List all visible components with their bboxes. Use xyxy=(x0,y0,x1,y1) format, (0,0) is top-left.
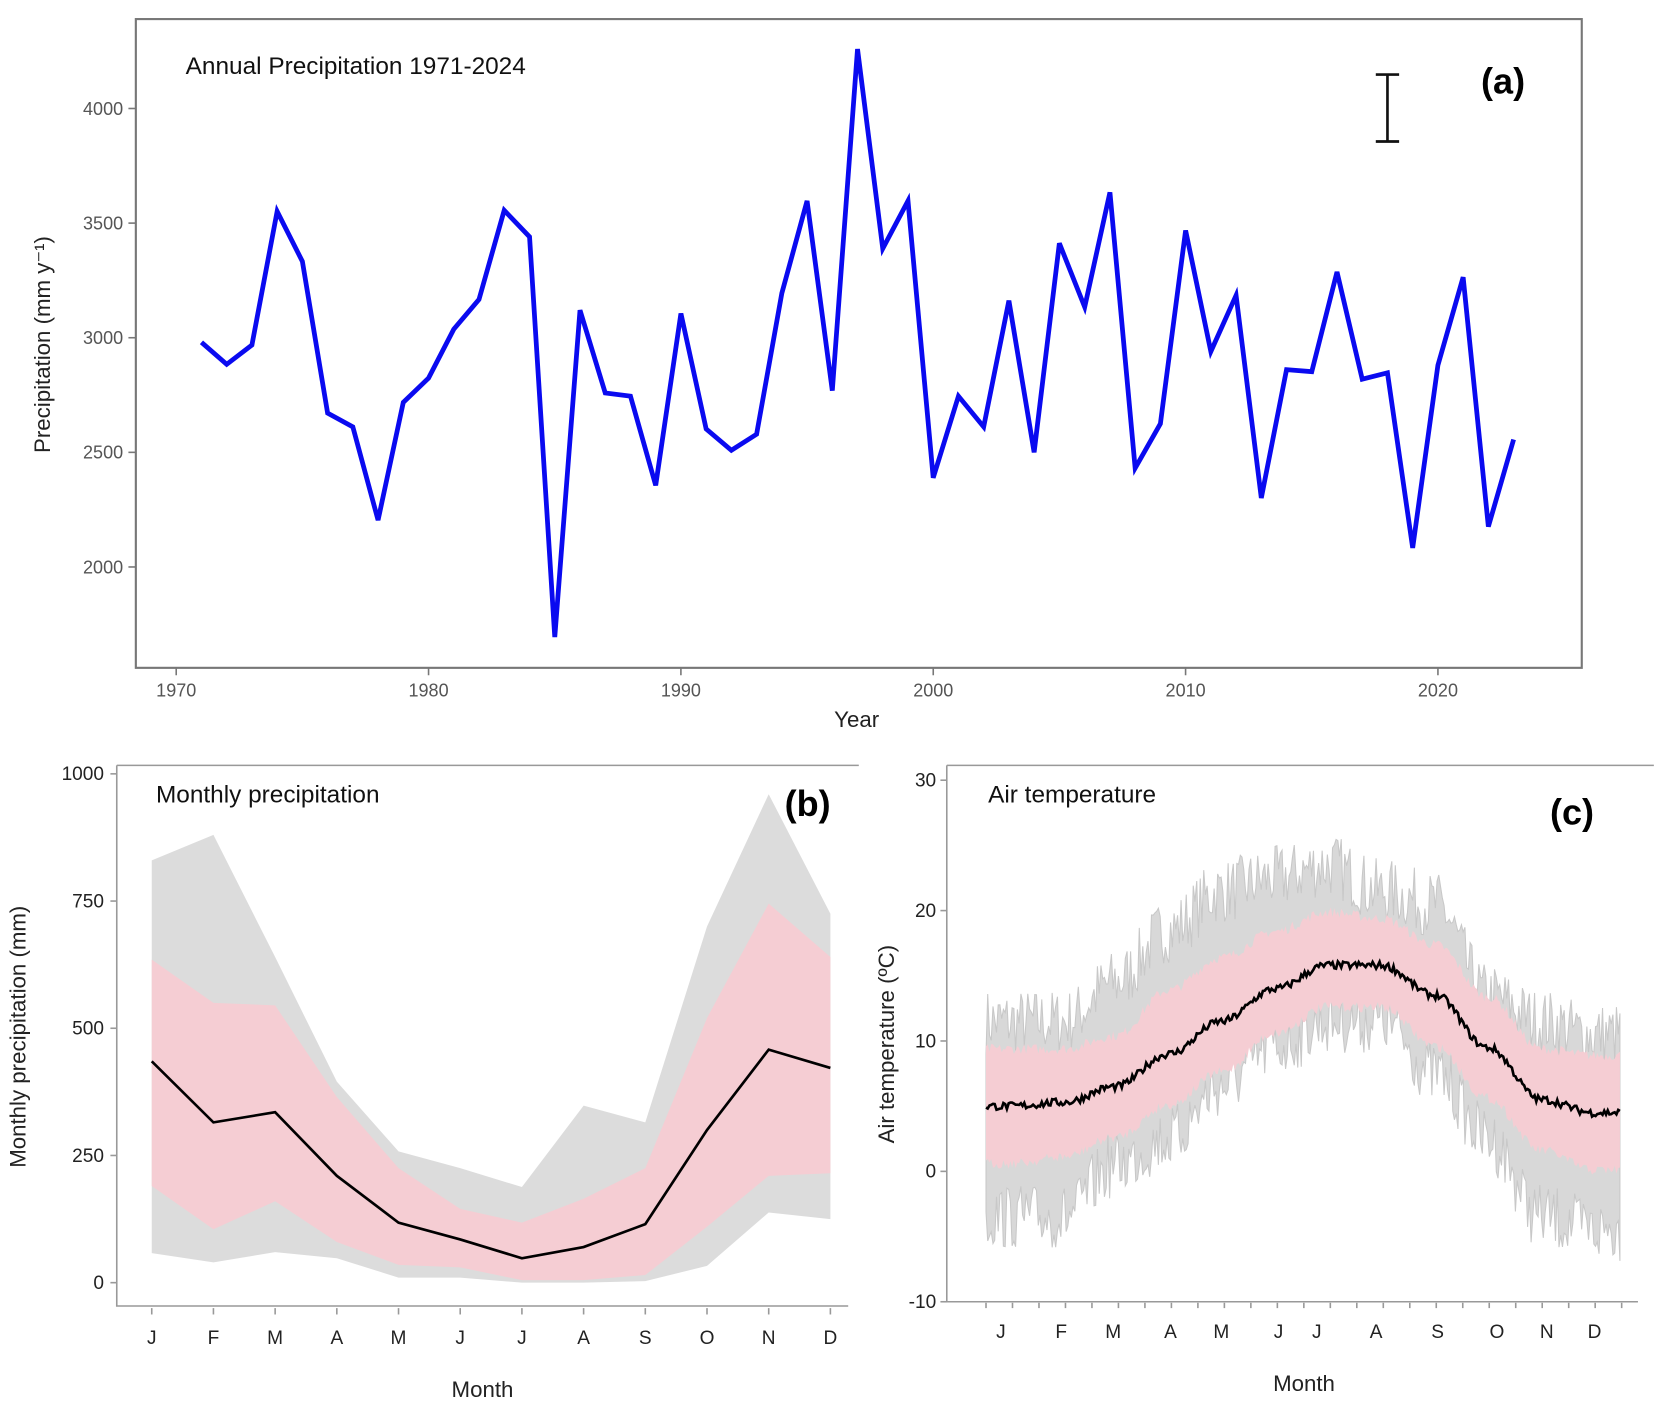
x-tick-label: A xyxy=(577,1328,590,1349)
y-tick-label: 2500 xyxy=(83,443,123,463)
panel-c: -10 0 10 20 30 J F M A M J J A S O N D Air temperature (… xyxy=(874,764,1654,1396)
x-tick-label: 1990 xyxy=(661,680,701,700)
y-tick-label: 3000 xyxy=(83,328,123,348)
x-tick-label: 1980 xyxy=(409,680,449,700)
panel-b-label: (b) xyxy=(785,783,831,824)
panel-c-ylabel: Air temperature (ºC) xyxy=(874,945,899,1144)
y-tick-label: 20 xyxy=(915,901,936,922)
x-tick-label: J xyxy=(147,1328,157,1349)
envelope-area xyxy=(985,838,1621,1261)
x-tick-label: M xyxy=(267,1328,283,1349)
panel-a-title: Annual Precipitation 1971-2024 xyxy=(186,53,526,80)
y-tick-label: 2000 xyxy=(83,557,123,577)
band-area xyxy=(151,903,831,1281)
y-tick-label: 0 xyxy=(93,1273,104,1294)
panel-c-title: Air temperature xyxy=(988,781,1156,808)
x-tick-label: D xyxy=(824,1328,838,1349)
band-area xyxy=(986,907,1620,1175)
x-tick-label: J xyxy=(455,1328,465,1349)
panel-c-xlabel: Month xyxy=(1273,1371,1335,1396)
y-tick-label: 10 xyxy=(915,1031,936,1052)
y-tick-label: 30 xyxy=(915,771,936,792)
mean-line xyxy=(985,958,1621,1119)
panel-a: 2000 2500 3000 3500 4000 1970 1980 1990 2000 2010… xyxy=(30,18,1583,732)
x-tick-label: D xyxy=(1588,1322,1602,1343)
x-tick-label: A xyxy=(330,1328,343,1349)
x-tick-label: O xyxy=(1490,1322,1505,1343)
x-tick-label: 2020 xyxy=(1418,680,1458,700)
x-tick-label: F xyxy=(208,1328,220,1349)
x-tick-label: N xyxy=(762,1328,776,1349)
x-tick-label: 1970 xyxy=(156,680,196,700)
x-tick-label: S xyxy=(639,1328,652,1349)
y-tick-label: -10 xyxy=(909,1292,937,1313)
panel-b-title: Monthly precipitation xyxy=(156,781,380,808)
x-tick-label: 2000 xyxy=(913,680,953,700)
panel-b-ylabel: Monthly precipitation (mm) xyxy=(6,906,31,1168)
panel-a-label: (a) xyxy=(1481,60,1525,101)
panel-b: 0 250 500 750 1000 J F M A M J J A S O N D Monthly preci… xyxy=(6,764,859,1402)
precipitation-line xyxy=(199,48,1516,638)
y-tick-label: 500 xyxy=(72,1019,104,1040)
panel-a-ylabel: Precipitation (mm y⁻¹) xyxy=(30,236,55,453)
x-tick-label: M xyxy=(1213,1322,1229,1343)
x-tick-label: F xyxy=(1055,1322,1067,1343)
y-tick-label: 3500 xyxy=(83,213,123,233)
x-tick-label: M xyxy=(1105,1322,1121,1343)
x-tick-label: 2010 xyxy=(1166,680,1206,700)
x-tick-label: J xyxy=(1274,1322,1284,1343)
panel-b-xlabel: Month xyxy=(452,1377,514,1402)
panel-b-frame xyxy=(115,764,859,1307)
x-tick-label: O xyxy=(700,1328,715,1349)
y-tick-label: 1000 xyxy=(62,764,104,785)
mean-line xyxy=(150,1048,831,1260)
x-tick-label: A xyxy=(1164,1322,1177,1343)
x-tick-label: A xyxy=(1370,1322,1383,1343)
x-tick-label: N xyxy=(1540,1322,1554,1343)
x-tick-label: M xyxy=(391,1328,407,1349)
panel-a-xlabel: Year xyxy=(834,707,880,732)
error-bar xyxy=(1375,73,1400,143)
panel-c-label: (c) xyxy=(1550,792,1594,833)
x-tick-label: S xyxy=(1431,1322,1444,1343)
x-tick-label: J xyxy=(517,1328,527,1349)
y-tick-label: 250 xyxy=(72,1146,104,1167)
panel-a-frame xyxy=(134,18,1583,669)
x-tick-label: J xyxy=(996,1322,1006,1343)
y-tick-label: 750 xyxy=(72,891,104,912)
y-tick-label: 0 xyxy=(926,1162,937,1183)
y-tick-label: 4000 xyxy=(83,99,123,119)
x-tick-label: J xyxy=(1312,1322,1322,1343)
